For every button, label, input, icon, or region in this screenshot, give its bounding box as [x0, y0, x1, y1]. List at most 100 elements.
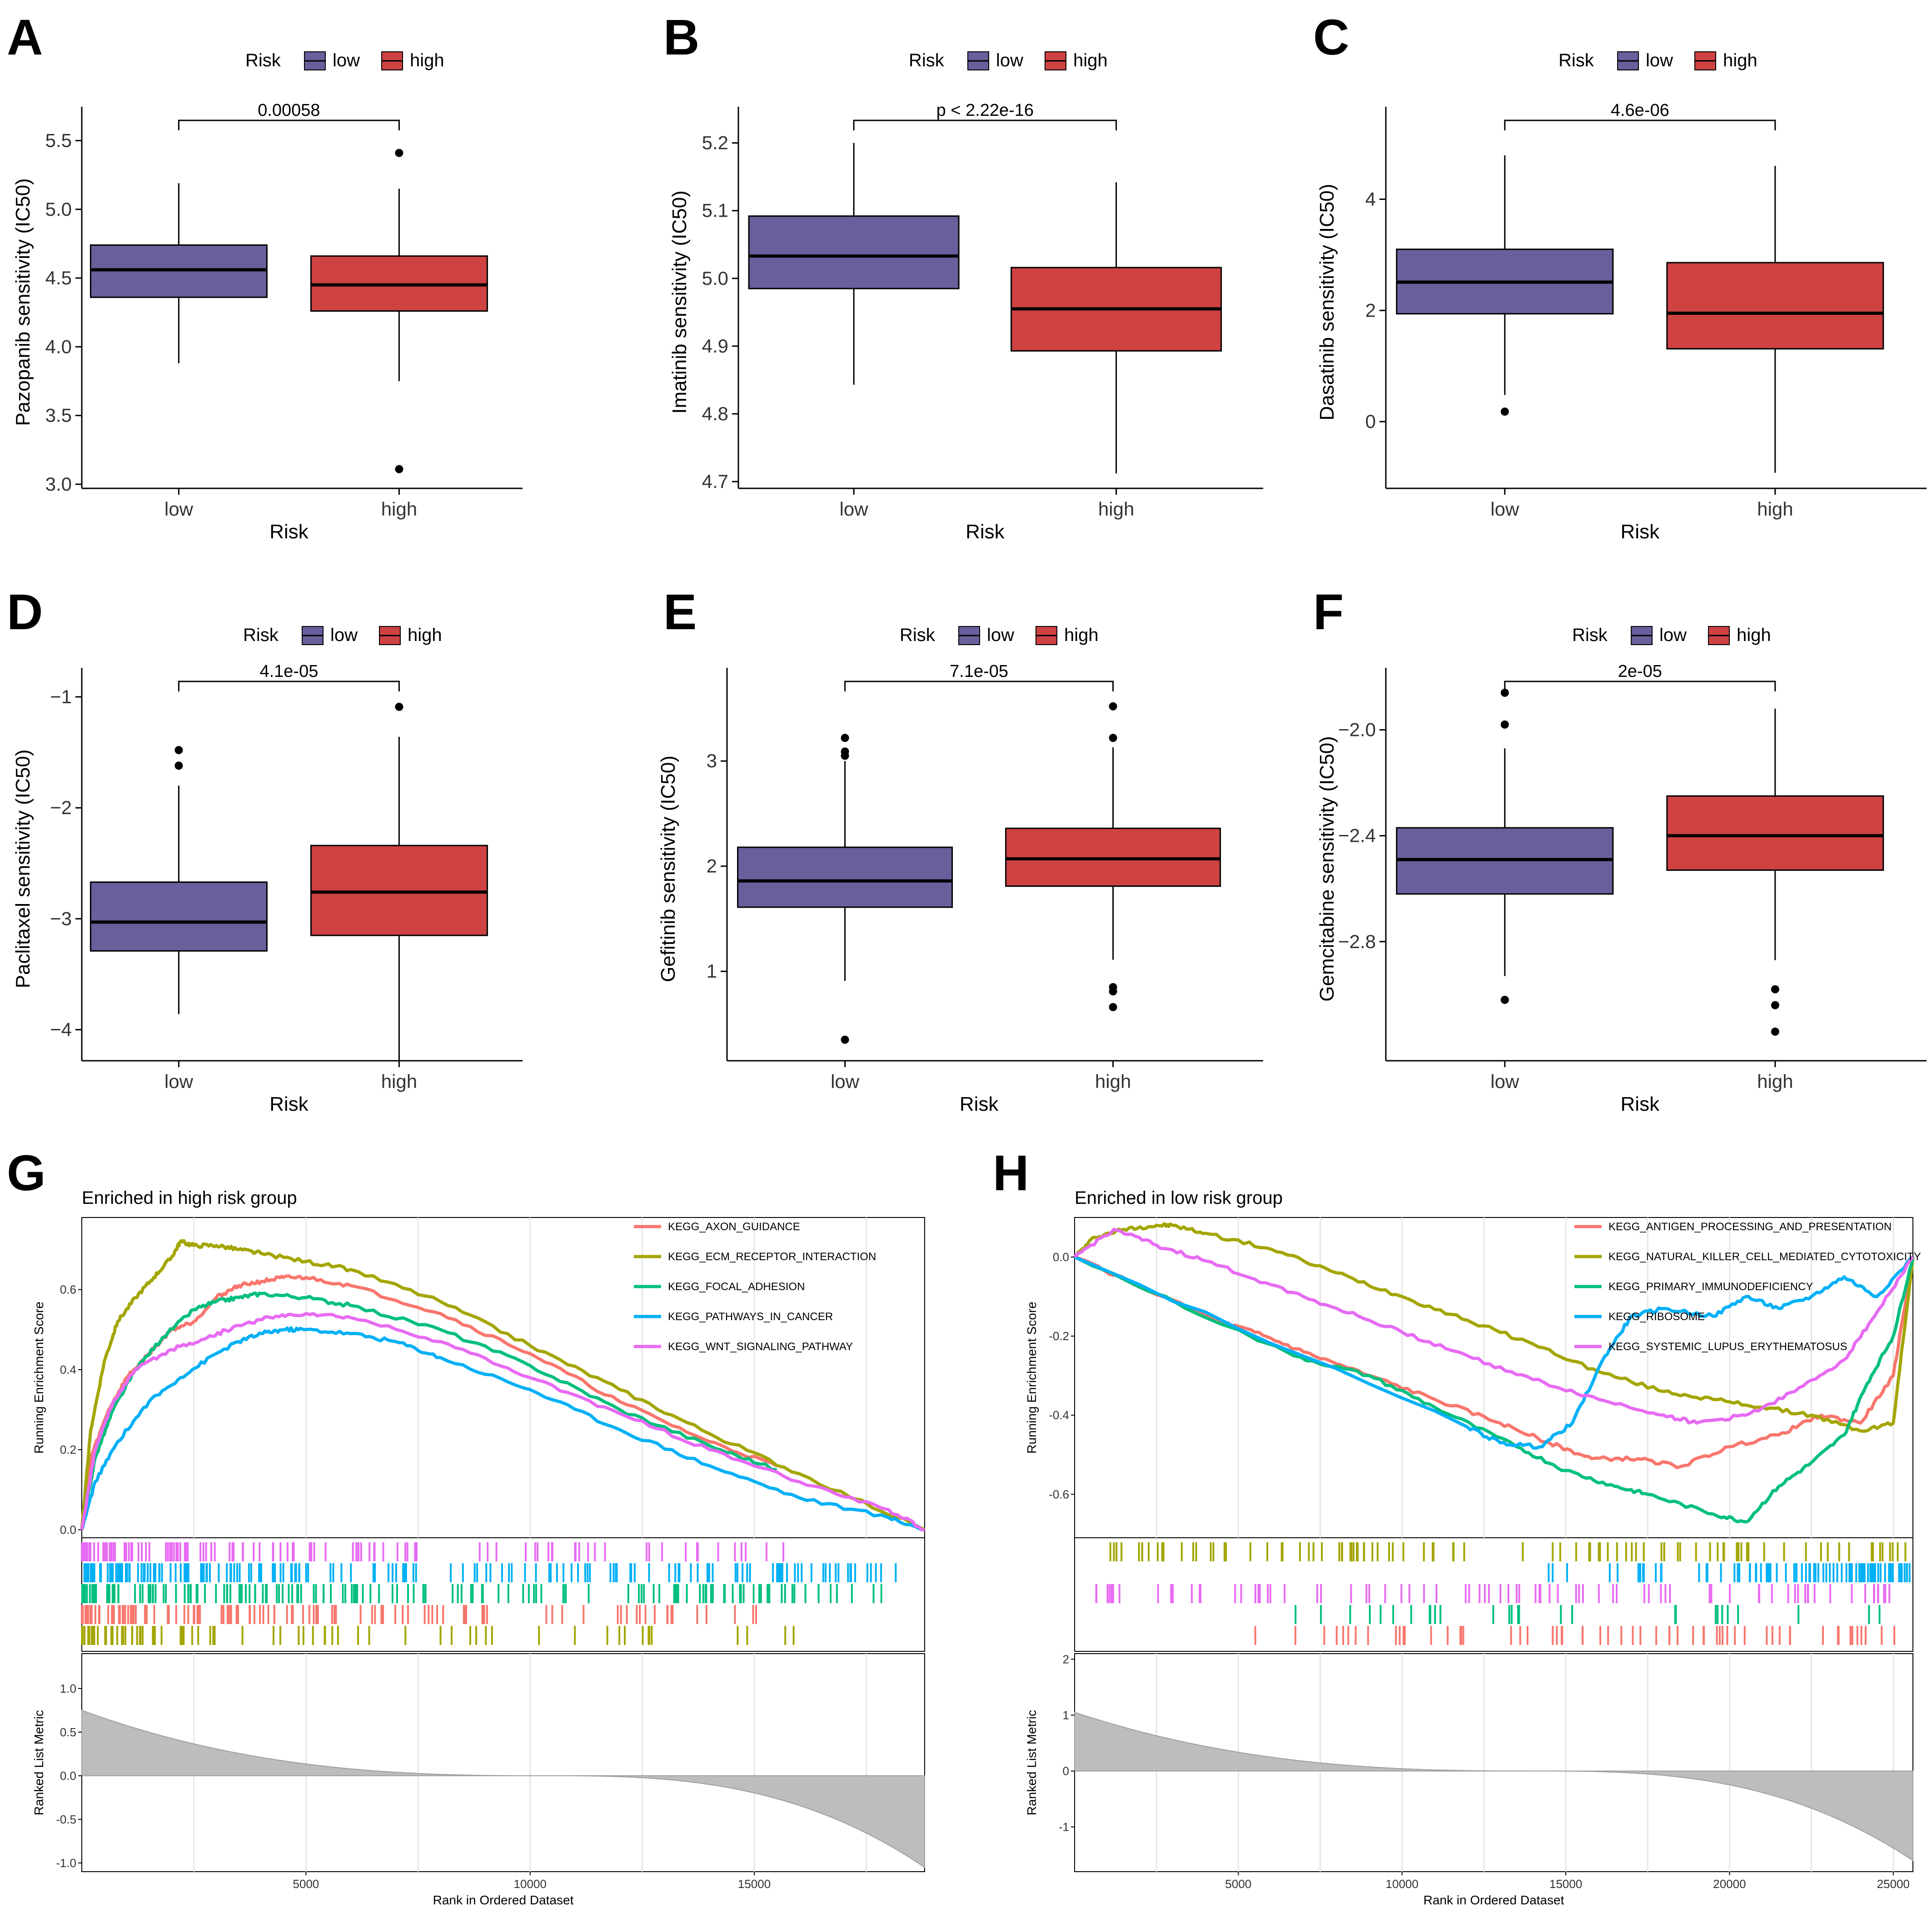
es-curve-kegg-primary-immunodeficiency: [1074, 1255, 1915, 1524]
panel-label: F: [1313, 584, 1344, 640]
y-tick-label: 4.9: [702, 335, 728, 357]
panel-C: C Risk low high 0 2 4 low high Risk Dasatinib sens…: [1313, 10, 1927, 543]
es-frame: [1074, 1217, 1913, 1538]
rank-y-tick-label: -1.0: [56, 1856, 76, 1870]
rank-y-axis-label: Ranked List Metric: [1025, 1710, 1039, 1815]
legend-label: KEGG_FOCAL_ADHESION: [668, 1281, 805, 1293]
y-axis-label: Gefitinib sensitivity (IC50): [657, 755, 679, 982]
y-tick-label: -0.6: [1049, 1487, 1069, 1501]
hit-row: [1295, 1605, 1881, 1624]
y-tick-label: 5.2: [702, 132, 728, 154]
x-tick-label: high: [1757, 1071, 1793, 1092]
y-tick-label: 4.0: [45, 336, 72, 357]
outlier-point: [1500, 688, 1509, 697]
y-tick-label: 0: [1365, 411, 1376, 432]
legend-label-low: low: [330, 625, 358, 645]
panel-label: G: [7, 1145, 46, 1201]
es-curve-kegg-ribosome: [1074, 1255, 1914, 1450]
x-tick-label: 15000: [738, 1877, 771, 1891]
enrichment-title: Enriched in high risk group: [82, 1188, 297, 1208]
y-axis-label: Running Enrichment Score: [1025, 1302, 1039, 1454]
outlier-point: [1771, 985, 1779, 994]
es-curve-kegg-pathways-in-cancer: [80, 1326, 925, 1531]
y-tick-label: 0.6: [60, 1283, 76, 1297]
p-value-label: 4.6e-06: [1611, 101, 1669, 120]
outlier-point: [174, 746, 183, 755]
box-body: [1666, 262, 1884, 350]
legend-label-high: high: [1737, 625, 1771, 645]
y-tick-label: 0.4: [60, 1363, 76, 1376]
box-low: [737, 734, 953, 1044]
legend-label-high: high: [1064, 625, 1099, 645]
x-axis-label: Rank in Ordered Dataset: [433, 1893, 574, 1907]
es-curve-kegg-wnt-signaling-pathway: [80, 1312, 925, 1531]
p-value-label: 2e-05: [1618, 662, 1662, 681]
significance-bracket: [178, 119, 400, 130]
box-high: [1011, 182, 1222, 474]
legend-label: KEGG_WNT_SIGNALING_PATHWAY: [668, 1341, 853, 1353]
x-tick-label: 5000: [1225, 1877, 1251, 1891]
y-axis-label: Gemcitabine sensitivity (IC50): [1316, 736, 1338, 1001]
p-value-label: 0.00058: [258, 101, 320, 120]
panel-G: G Enriched in high risk group 0.0 0.2 0.4 0.6…: [7, 1145, 926, 1907]
x-tick-label: low: [840, 498, 869, 520]
y-axis-label: Paclitaxel sensitivity (IC50): [12, 750, 34, 989]
y-axis-label: Pazopanib sensitivity (IC50): [12, 178, 34, 426]
y-tick-label: -0.4: [1049, 1408, 1069, 1422]
ranked-metric-area: [81, 1709, 925, 1868]
legend-label: KEGG_PRIMARY_IMMUNODEFICIENCY: [1608, 1281, 1813, 1293]
panel-label: B: [663, 10, 699, 65]
legend-label-low: low: [987, 625, 1014, 645]
y-tick-label: −1: [50, 686, 72, 707]
enrichment-title: Enriched in low risk group: [1075, 1188, 1283, 1208]
x-axis-label: Risk: [966, 521, 1005, 543]
outlier-point: [395, 702, 403, 711]
legend-title: Risk: [1572, 625, 1608, 645]
outlier-point: [1500, 720, 1509, 729]
legend-label: KEGG_ECM_RECEPTOR_INTERACTION: [668, 1251, 876, 1263]
y-tick-label: 5.0: [45, 199, 72, 220]
rank-y-tick-label: 1: [1063, 1708, 1069, 1722]
legend-title: Risk: [900, 625, 936, 645]
panel-A: A Risk low high 3.0 3.5 4.0 4.5 5.0 5.5 low high Ris…: [7, 10, 523, 543]
legend-label: KEGG_NATURAL_KILLER_CELL_MEDIATED_CYTOTO…: [1608, 1251, 1921, 1263]
outlier-point: [1109, 734, 1117, 742]
panel-D: D Risk low high −4 −3 −2 −1 low high Risk Paclitaxe…: [7, 584, 523, 1115]
y-tick-label: 5.1: [702, 200, 728, 221]
rank-y-tick-label: 2: [1063, 1652, 1069, 1666]
x-tick-label: 15000: [1549, 1877, 1582, 1891]
significance-bracket: [1504, 681, 1776, 691]
hit-row: [81, 1584, 882, 1603]
x-tick-label: 10000: [514, 1877, 547, 1891]
panel-label: D: [7, 584, 43, 640]
y-tick-label: 3.5: [45, 405, 72, 426]
y-tick-label: 4: [1365, 189, 1376, 210]
y-tick-label: -0.2: [1049, 1329, 1069, 1343]
legend-label-high: high: [1723, 50, 1758, 70]
outlier-point: [841, 1035, 849, 1044]
y-tick-label: −2.8: [1338, 931, 1376, 952]
x-tick-label: 25000: [1877, 1877, 1910, 1891]
outlier-point: [1109, 983, 1117, 991]
x-axis-label: Risk: [269, 521, 309, 543]
x-tick-label: high: [1098, 498, 1134, 520]
x-axis-label: Rank in Ordered Dataset: [1424, 1893, 1564, 1907]
legend-label-low: low: [333, 50, 360, 70]
x-tick-label: high: [1757, 498, 1793, 520]
legend-label-low: low: [1646, 50, 1673, 70]
box-high: [310, 702, 488, 1061]
y-tick-label: 2: [707, 855, 717, 877]
y-tick-label: 4.8: [702, 403, 728, 424]
significance-bracket: [178, 681, 400, 691]
outlier-point: [395, 149, 403, 157]
box-body: [310, 845, 488, 936]
x-axis-label: Risk: [1621, 521, 1660, 543]
y-axis-label: Imatinib sensitivity (IC50): [668, 190, 691, 413]
outlier-point: [1771, 1001, 1779, 1009]
legend-label: KEGG_PATHWAYS_IN_CANCER: [668, 1311, 833, 1323]
hit-row: [1254, 1626, 1896, 1645]
y-tick-label: −2.0: [1338, 719, 1376, 740]
hit-row: [1095, 1584, 1891, 1603]
y-tick-label: 5.5: [45, 129, 72, 151]
x-tick-label: high: [1095, 1071, 1131, 1092]
